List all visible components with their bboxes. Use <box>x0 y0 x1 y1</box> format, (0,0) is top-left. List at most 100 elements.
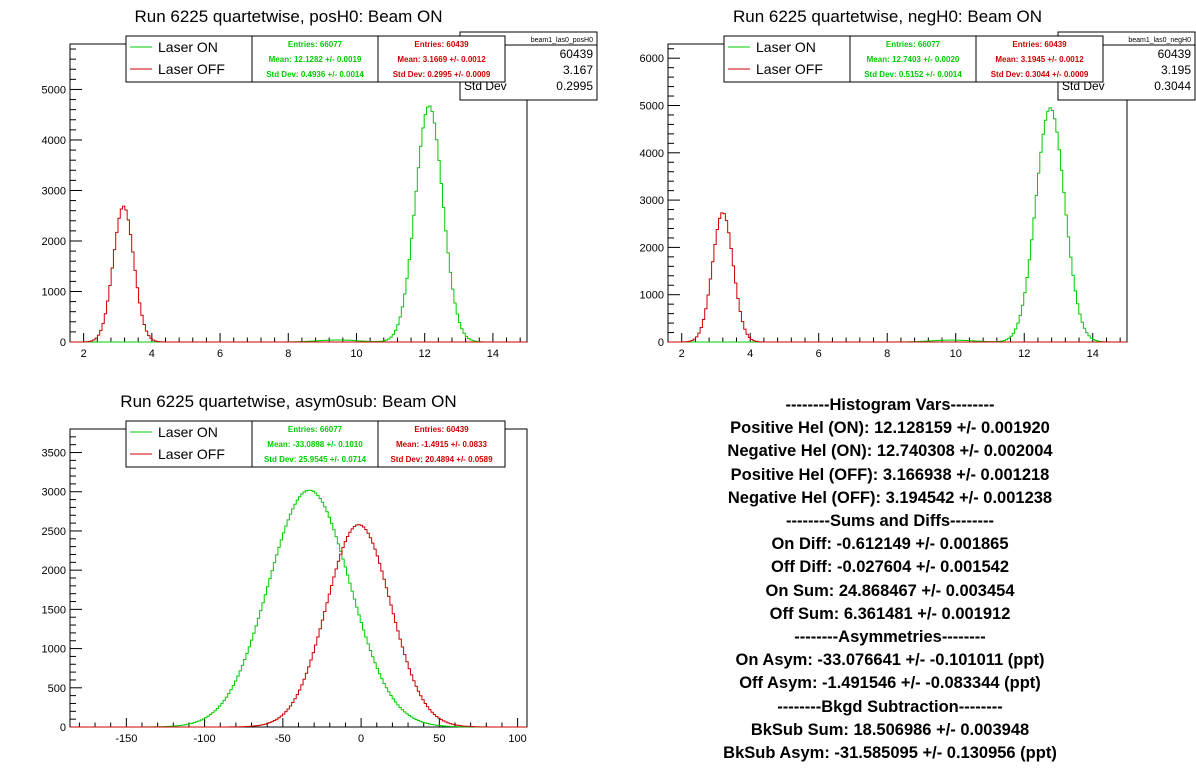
x-tick-label: 4 <box>149 348 155 360</box>
summary-line: Off Sum: 6.361481 +/- 0.001912 <box>769 604 1011 623</box>
stats-off-line: Mean: -1.4915 +/- 0.0833 <box>396 440 487 449</box>
x-tick-label: 2 <box>679 348 685 360</box>
stats-on-line: Mean: -33.0898 +/- 0.1010 <box>267 440 363 449</box>
legend-label-on: Laser ON <box>756 39 816 55</box>
summary-line: On Asym: -33.076641 +/- -0.101011 (ppt) <box>735 651 1045 670</box>
summary-line: --------Sums and Diffs-------- <box>785 512 994 531</box>
y-tick-label: 1000 <box>42 644 66 656</box>
plot-frame <box>69 428 528 728</box>
stat-box-stddev-value: 0.2995 <box>556 79 593 93</box>
series-laser-on <box>70 489 527 728</box>
y-tick-label: 2000 <box>640 242 664 254</box>
y-tick-label: 0 <box>60 337 66 349</box>
legend-box: Laser ON Laser OFF Entries: 66077 Mean: 12.… <box>723 35 1104 83</box>
legend-frame <box>125 35 506 83</box>
legend-box: Laser ON Laser OFF Entries: 66077 Mean: 12.… <box>125 35 506 83</box>
stats-on-line: Entries: 66077 <box>288 425 343 434</box>
y-tick-label: 0 <box>60 722 66 734</box>
legend-frame <box>723 35 1104 83</box>
stats-on-line: Entries: 66077 <box>288 40 343 49</box>
stats-off-line: Entries: 60439 <box>1012 40 1067 49</box>
stat-box-name: beam1_las0_posH0 <box>531 37 593 44</box>
stats-on-line: Std Dev: 0.5152 +/- 0.0014 <box>864 70 962 79</box>
legend-label-off: Laser OFF <box>158 446 225 462</box>
y-tick-label: 2500 <box>42 526 66 538</box>
chart-title: Run 6225 quartetwise, asym0sub: Beam ON <box>120 392 456 411</box>
y-tick-label: 3500 <box>42 448 66 460</box>
chart-title: Run 6225 quartetwise, posH0: Beam ON <box>134 7 442 26</box>
series-laser-off <box>668 212 1127 343</box>
x-tick-label: -150 <box>115 733 137 745</box>
y-tick-label: 1000 <box>640 290 664 302</box>
stats-on-line: Mean: 12.7403 +/- 0.0020 <box>867 55 960 64</box>
stats-on-line: Entries: 66077 <box>886 40 941 49</box>
y-tick-label: 5000 <box>42 84 66 96</box>
x-tick-label: 6 <box>816 348 822 360</box>
x-tick-label: 8 <box>884 348 890 360</box>
histogram-panel-asym0sub: Run 6225 quartetwise, asym0sub: Beam ON -… <box>0 386 598 772</box>
x-tick-label: 12 <box>419 348 431 360</box>
summary-line: On Sum: 24.868467 +/- 0.003454 <box>765 581 1015 600</box>
summary-line: Negative Hel (OFF): 3.194542 +/- 0.00123… <box>727 488 1053 507</box>
y-tick-label: 4000 <box>640 148 664 160</box>
stat-box-mean-value: 3.195 <box>1161 63 1191 77</box>
y-tick-label: 6000 <box>640 53 664 65</box>
stat-box-entries-value: 60439 <box>560 47 594 61</box>
x-tick-label: -50 <box>275 733 291 745</box>
legend-label-on: Laser ON <box>158 39 218 55</box>
stats-off-line: Std Dev: 0.3044 +/- 0.0009 <box>991 70 1089 79</box>
x-tick-label: 6 <box>217 348 223 360</box>
stats-off-line: Std Dev: 0.2995 +/- 0.0009 <box>393 70 491 79</box>
x-tick-label: 10 <box>350 348 362 360</box>
legend-label-off: Laser OFF <box>158 61 225 77</box>
stats-on-line: Std Dev: 25.9545 +/- 0.0714 <box>264 455 367 464</box>
summary-line: --------Histogram Vars-------- <box>785 396 995 414</box>
legend-label-off: Laser OFF <box>756 61 823 77</box>
legend-label-on: Laser ON <box>158 424 218 440</box>
summary-line: --------Bkgd Subtraction-------- <box>777 697 1003 716</box>
x-tick-label: 8 <box>285 348 291 360</box>
x-tick-label: 2 <box>81 348 87 360</box>
summary-line: BkSub Sum: 18.506986 +/- 0.003948 <box>750 720 1030 739</box>
summary-line: On Diff: -0.612149 +/- 0.001865 <box>771 535 1009 554</box>
stats-off-line: Entries: 60439 <box>414 40 469 49</box>
y-tick-label: 2000 <box>42 236 66 248</box>
summary-line: --------Asymmetries-------- <box>794 628 986 647</box>
series-laser-on <box>70 105 527 343</box>
histogram-svg-asym0sub: Run 6225 quartetwise, asym0sub: Beam ON -… <box>42 392 528 745</box>
summary-line: Off Asym: -1.491546 +/- -0.083344 (ppt) <box>739 674 1041 693</box>
summary-line: BkSub Asym: -31.585095 +/- 0.130956 (ppt… <box>723 744 1057 763</box>
stat-box-name: beam1_las0_negH0 <box>1128 37 1191 44</box>
y-tick-label: 3000 <box>42 185 66 197</box>
summary-line: Negative Hel (ON): 12.740308 +/- 0.00200… <box>727 442 1053 461</box>
legend-frame <box>125 420 506 468</box>
stats-off-line: Entries: 60439 <box>414 425 469 434</box>
chart-title: Run 6225 quartetwise, negH0: Beam ON <box>733 7 1042 26</box>
stats-off-line: Std Dev: 20.4894 +/- 0.0589 <box>390 455 493 464</box>
y-tick-label: 1000 <box>42 286 66 298</box>
x-tick-label: 4 <box>747 348 753 360</box>
series-laser-on <box>668 107 1127 343</box>
x-tick-label: 50 <box>433 733 445 745</box>
y-tick-label: 500 <box>48 683 66 695</box>
histogram-svg-negH0: Run 6225 quartetwise, negH0: Beam ON 2 4 6 8… <box>640 7 1196 360</box>
legend-box: Laser ON Laser OFF Entries: 66077 Mean: -33… <box>125 420 506 468</box>
y-tick-label: 1500 <box>42 604 66 616</box>
stats-off-line: Mean: 3.1669 +/- 0.0012 <box>397 55 486 64</box>
summary-text-block: --------Histogram Vars-------- Positive … <box>640 394 1140 765</box>
histogram-panel-negH0: Run 6225 quartetwise, negH0: Beam ON 2 4 6 8… <box>598 0 1196 386</box>
stat-box-stddev-value: 0.3044 <box>1154 79 1191 93</box>
stats-on-line: Mean: 12.1282 +/- 0.0019 <box>269 55 362 64</box>
summary-line: Off Diff: -0.027604 +/- 0.001542 <box>771 558 1009 577</box>
y-tick-label: 2000 <box>42 565 66 577</box>
x-tick-label: 14 <box>487 348 499 360</box>
x-tick-label: 14 <box>1087 348 1099 360</box>
stats-off-line: Mean: 3.1945 +/- 0.0012 <box>995 55 1084 64</box>
x-tick-label: -100 <box>194 733 216 745</box>
x-tick-label: 12 <box>1018 348 1030 360</box>
x-tick-label: 0 <box>358 733 364 745</box>
series-laser-off <box>70 524 527 728</box>
x-tick-label: 10 <box>950 348 962 360</box>
y-tick-label: 0 <box>658 337 664 349</box>
series-laser-off <box>70 205 527 343</box>
